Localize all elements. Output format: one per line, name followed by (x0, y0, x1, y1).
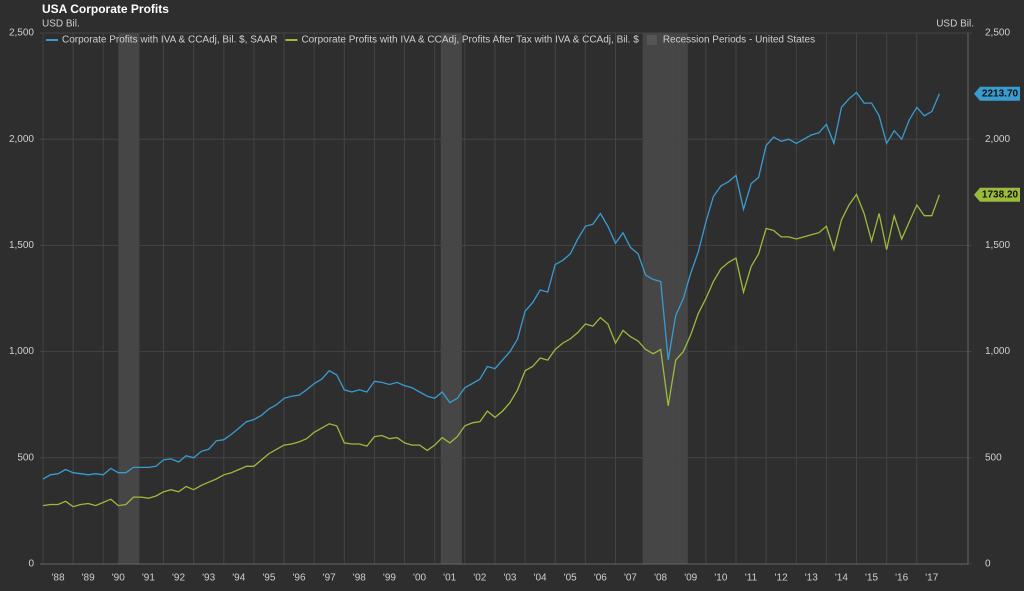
x-tick-label: '89 (82, 573, 95, 584)
x-tick-label: '03 (503, 573, 516, 584)
x-tick-label: '13 (805, 573, 818, 584)
x-tick-label: '07 (624, 573, 637, 584)
x-tick-label: '95 (262, 573, 275, 584)
x-tick-label: '15 (865, 573, 878, 584)
legend-marker (646, 35, 657, 45)
x-tick-label: '91 (142, 573, 155, 584)
y2-tick-label: 500 (985, 452, 1002, 463)
y2-tick-label: 1,000 (985, 346, 1010, 357)
recession-band (642, 33, 688, 564)
end-badge-shape (974, 86, 1020, 101)
x-tick-label: '94 (232, 573, 245, 584)
x-tick-label: '10 (714, 573, 727, 584)
y2-axis-label: USD Bil. (936, 19, 974, 30)
x-tick-label: '02 (473, 573, 486, 584)
end-badge: 2213.70 (974, 86, 1020, 101)
recession-band (118, 33, 140, 564)
x-tick-label: '88 (51, 573, 64, 584)
series-line (42, 193, 941, 508)
y-tick-label: 1,000 (9, 346, 34, 357)
y-tick-label: 1,500 (9, 240, 34, 251)
x-tick-label: '99 (383, 573, 396, 584)
legend-label: Corporate Profits with IVA & CCAdj, Prof… (301, 35, 639, 46)
x-tick-label: '14 (835, 573, 848, 584)
x-tick-label: '09 (684, 573, 697, 584)
recession-band (440, 33, 462, 564)
y2-tick-label: 2,000 (985, 134, 1010, 145)
x-tick-label: '11 (745, 573, 758, 584)
end-badge-label: 1738.20 (982, 189, 1019, 200)
y2-tick-label: 2,500 (985, 28, 1010, 39)
y-tick-label: 0 (28, 559, 34, 570)
end-badge-shape (974, 187, 1020, 202)
x-tick-label: '16 (895, 573, 908, 584)
chart-title: USA Corporate Profits (42, 2, 169, 16)
x-tick-label: '01 (443, 573, 456, 584)
y-tick-label: 2,500 (9, 28, 34, 39)
y2-tick-label: 0 (985, 559, 991, 570)
x-tick-label: '00 (413, 573, 426, 584)
y-tick-label: 500 (17, 452, 34, 463)
x-tick-label: '12 (775, 573, 788, 584)
x-tick-label: '93 (202, 573, 215, 584)
end-badge: 1738.20 (974, 187, 1020, 202)
x-tick-label: '05 (564, 573, 577, 584)
series-line (42, 91, 940, 480)
x-tick-label: '17 (925, 573, 938, 584)
y-tick-label: 2,000 (9, 134, 34, 145)
end-badge-label: 2213.70 (982, 88, 1019, 99)
x-tick-label: '90 (112, 573, 125, 584)
x-tick-label: '06 (594, 573, 607, 584)
x-tick-label: '92 (172, 573, 185, 584)
x-tick-label: '08 (654, 573, 667, 584)
legend-label: Corporate Profits with IVA & CCAdj, Bil.… (62, 35, 277, 46)
legend-label: Recession Periods - United States (663, 35, 815, 46)
y2-tick-label: 1,500 (985, 240, 1010, 251)
x-tick-label: '96 (293, 573, 306, 584)
y-axis-label: USD Bil. (42, 19, 80, 30)
x-tick-label: '98 (353, 573, 366, 584)
x-tick-label: '04 (534, 573, 547, 584)
x-tick-label: '97 (323, 573, 336, 584)
